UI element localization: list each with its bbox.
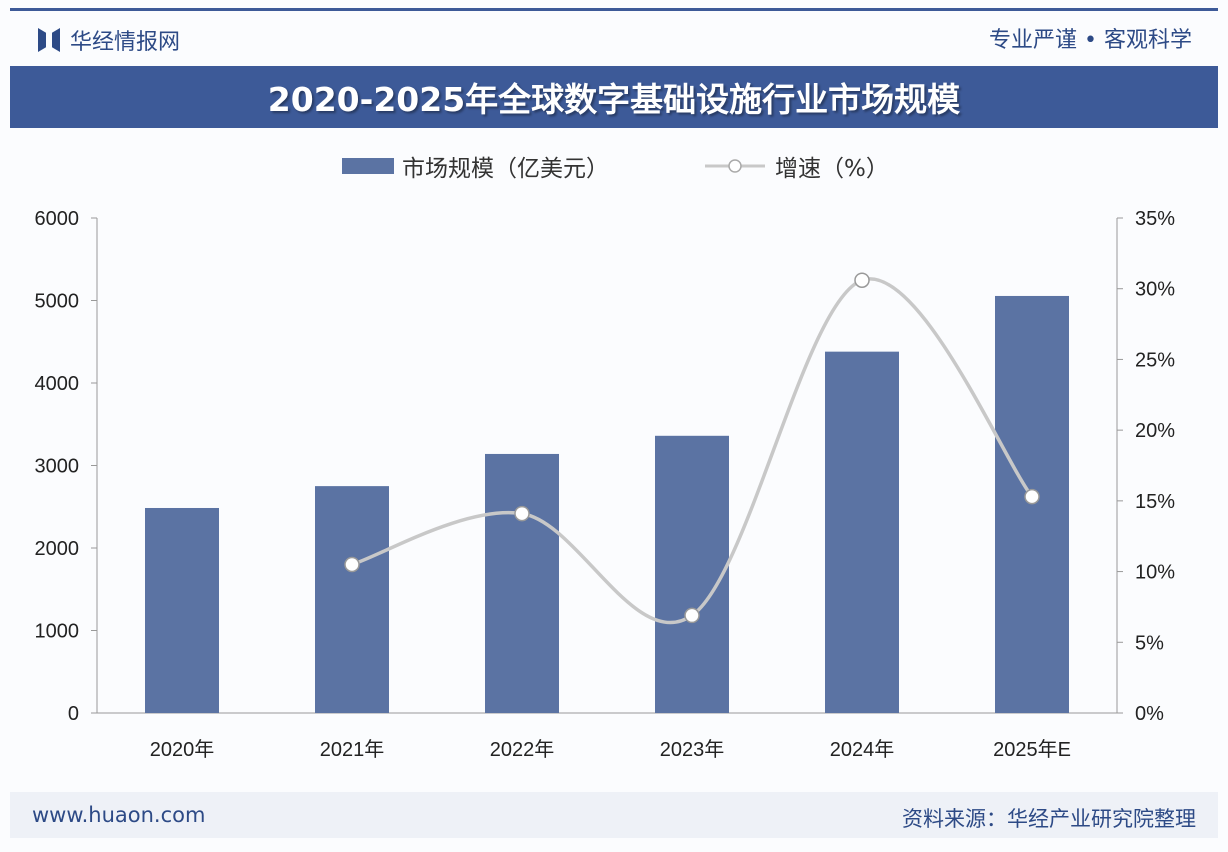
growth-point	[1024, 488, 1040, 505]
brand: 华经情报网	[38, 24, 180, 56]
right-tick-label: 35%	[1135, 208, 1175, 230]
right-tick-label: 5%	[1135, 632, 1164, 654]
bar-2024年	[825, 351, 899, 713]
left-tick-label: 2000	[35, 538, 80, 560]
left-tick-label: 0	[68, 703, 79, 725]
growth-point	[514, 505, 530, 522]
top-divider	[10, 8, 1218, 11]
x-tick-label: 2020年	[150, 738, 215, 761]
right-tick-label: 0%	[1135, 703, 1164, 725]
brand-name: 华经情报网	[70, 30, 181, 55]
growth-line	[351, 277, 1034, 625]
x-tick-label: 2023年	[660, 738, 725, 761]
left-tick-label: 6000	[35, 208, 80, 230]
source-note: 资料来源：华经产业研究院整理	[902, 807, 1196, 831]
left-tick-label: 5000	[35, 291, 80, 313]
left-tick-label: 1000	[35, 621, 80, 643]
website-url: www.huaon.com	[32, 803, 206, 827]
slogan: 专业严谨 • 客观科学	[989, 28, 1192, 53]
growth-point	[344, 556, 360, 573]
right-tick-label: 20%	[1135, 420, 1175, 442]
growth-point	[684, 607, 700, 624]
left-tick-label: 3000	[35, 456, 80, 478]
right-tick-label: 30%	[1135, 279, 1175, 301]
chart-title: 2020-2025年全球数字基础设施行业市场规模	[10, 66, 1218, 128]
right-tick-label: 25%	[1135, 349, 1175, 371]
x-tick-label: 2024年	[830, 738, 895, 761]
bar-2022年	[485, 453, 559, 713]
x-tick-label: 2021年	[320, 738, 385, 761]
x-tick-label: 2025年E	[993, 738, 1071, 761]
right-tick-label: 15%	[1135, 491, 1175, 513]
growth-point	[854, 272, 870, 288]
bar-2025年E	[995, 295, 1069, 713]
bar-2020年	[145, 507, 219, 713]
bar-2023年	[655, 435, 729, 713]
right-tick-label: 10%	[1135, 562, 1175, 584]
legend-line-marker	[728, 159, 742, 173]
x-tick-label: 2022年	[490, 738, 555, 761]
left-tick-label: 4000	[35, 373, 80, 395]
legend-line-label: 增速（%）	[775, 156, 889, 182]
legend-bar-label: 市场规模（亿美元）	[402, 156, 609, 182]
footer-band	[10, 792, 1218, 838]
legend-bar-swatch	[342, 158, 394, 174]
bar-2021年	[315, 486, 389, 713]
